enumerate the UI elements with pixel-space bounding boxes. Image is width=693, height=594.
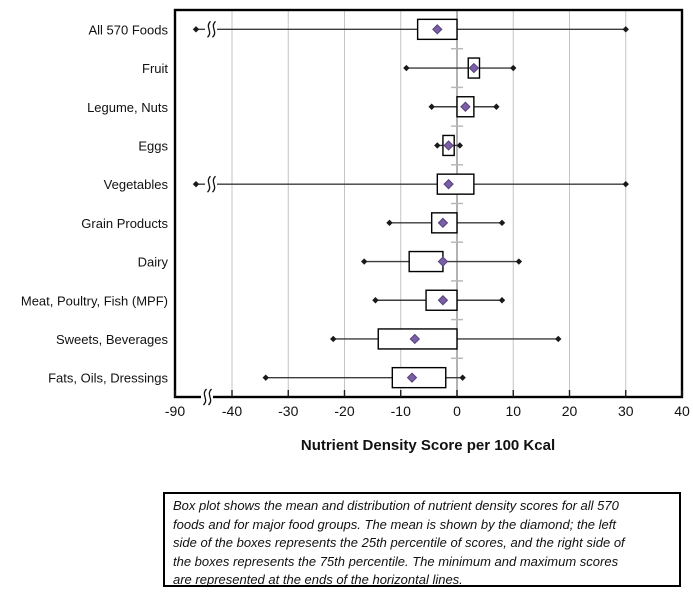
x-tick-label: -10 <box>391 403 411 419</box>
boxplot-row <box>434 134 464 157</box>
whisker-min-marker <box>428 103 435 110</box>
caption-line: the boxes represents the 75th percentile… <box>173 553 619 569</box>
x-tick-label: 0 <box>453 403 461 419</box>
boxplot-chart: -90 -40 -30 -20 -10 0 10 20 30 40 All 570 Foods Fru… <box>21 8 690 454</box>
boxplot-row <box>330 328 562 350</box>
whisker-min-marker <box>372 297 379 304</box>
axis-break-mask <box>201 388 213 406</box>
axis-break-mask <box>205 175 217 194</box>
whisker-min-marker <box>360 258 368 265</box>
category-label: Fats, Oils, Dressings <box>48 371 168 386</box>
mean-diamond <box>406 372 418 383</box>
whisker-min-marker <box>386 219 393 227</box>
iqr-box <box>391 366 447 389</box>
frame-layer <box>173 8 684 406</box>
plot-border <box>173 8 684 399</box>
axis-break-mask <box>205 20 217 39</box>
series-layer <box>192 18 629 389</box>
axis-break-squiggle <box>206 175 212 193</box>
whisker-min-marker <box>403 64 410 72</box>
mean-diamond <box>437 295 449 306</box>
category-label: Sweets, Beverages <box>56 332 169 347</box>
whisker-min-marker <box>434 142 441 149</box>
caption-line: Box plot shows the mean and distribution… <box>173 498 619 513</box>
category-label: Legume, Nuts <box>87 100 168 115</box>
whisker-max-marker <box>456 142 464 149</box>
category-label: Dairy <box>138 255 169 270</box>
axis-break-squiggle <box>206 20 212 38</box>
mean-diamond <box>437 256 449 267</box>
axis-break-squiggle <box>207 388 213 406</box>
x-tick-label: -30 <box>278 403 298 419</box>
mean-diamond <box>432 24 443 35</box>
axis-break-squiggle <box>202 388 208 406</box>
boxplot-row <box>192 173 629 195</box>
x-tick-label: -40 <box>222 403 242 419</box>
mean-diamond <box>437 217 449 229</box>
x-tick-label: -20 <box>334 403 354 419</box>
caption-line: side of the boxes represents the 25th pe… <box>173 535 625 551</box>
whisker-min-marker <box>192 26 200 33</box>
category-label: Eggs <box>138 138 168 153</box>
whisker-max-marker <box>622 26 629 33</box>
axis-break-icon <box>201 388 213 406</box>
boxplot-row <box>428 96 500 118</box>
category-label: Vegetables <box>104 177 169 192</box>
category-label: Meat, Poultry, Fish (MPF) <box>21 293 168 308</box>
caption-box: Box plot shows the mean and distribution… <box>163 492 681 587</box>
mean-diamond <box>409 333 421 345</box>
whisker-max-marker <box>498 219 506 227</box>
whisker-max-marker <box>555 335 562 343</box>
axis-break-squiggle <box>211 175 217 193</box>
caption-line: foods and for major food groups. The mea… <box>173 516 616 532</box>
whisker-max-marker <box>510 64 517 72</box>
boxplot-row <box>262 366 466 389</box>
grid-layer <box>231 10 627 397</box>
mean-diamond <box>460 101 471 112</box>
whisker-max-marker <box>493 103 500 110</box>
axis-break-squiggle <box>211 20 217 38</box>
boxplot-row <box>386 212 506 234</box>
whisker-min-marker <box>262 374 269 381</box>
mean-diamond <box>468 62 480 74</box>
whisker-max-marker <box>498 297 506 304</box>
boxplot-row <box>403 57 517 79</box>
axis-break-icon <box>205 175 217 194</box>
x-tick-label: 30 <box>618 403 634 419</box>
whisker-max-marker <box>515 258 523 265</box>
x-axis-title: Nutrient Density Score per 100 Kcal <box>301 437 555 454</box>
label-layer: -90 -40 -30 -20 -10 0 10 20 30 40 All 570 Foods Fru… <box>21 22 690 419</box>
boxplot-row <box>192 18 629 41</box>
category-label: Grain Products <box>81 216 168 231</box>
axis-break-icon <box>205 20 217 39</box>
mean-diamond <box>443 178 454 190</box>
whisker-max-marker <box>459 374 466 381</box>
x-tick-label: -90 <box>165 403 185 419</box>
category-label: Fruit <box>142 61 168 76</box>
boxplot-row <box>372 289 506 311</box>
category-label: All 570 Foods <box>89 22 169 37</box>
mean-diamond <box>443 140 454 151</box>
x-tick-label: 40 <box>674 403 690 419</box>
whisker-min-marker <box>192 180 200 188</box>
caption-line: are represented at the ends of the horiz… <box>173 572 463 588</box>
boxplot-row <box>360 250 523 273</box>
x-tick-label: 20 <box>562 403 578 419</box>
iqr-box <box>436 173 475 195</box>
whisker-min-marker <box>330 335 337 343</box>
whisker-max-marker <box>622 180 629 188</box>
x-tick-label: 10 <box>505 403 521 419</box>
